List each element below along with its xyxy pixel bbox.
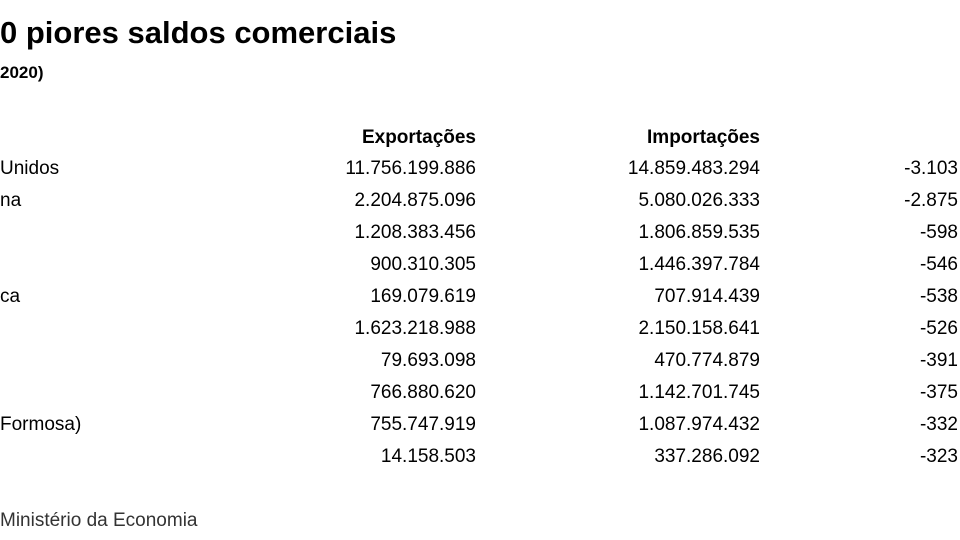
- cell-value: -323: [919, 446, 958, 467]
- cell-value: 1.142.701.745: [638, 382, 760, 403]
- cell-value: 707.914.439: [654, 286, 760, 307]
- row-label: Unidos: [0, 158, 60, 179]
- cell-value: 11.756.199.886: [345, 158, 476, 179]
- cell-value: 766.880.620: [370, 382, 476, 403]
- cell-value: -332: [919, 414, 958, 435]
- cell-value: -391: [919, 350, 958, 371]
- cell-value: 1.087.974.432: [638, 414, 760, 435]
- cell-value: 470.774.879: [654, 350, 760, 371]
- cell-value: -526: [919, 318, 958, 339]
- cell-value: -2.875: [904, 190, 958, 211]
- cell-value: 169.079.619: [370, 286, 476, 307]
- cell-value: -598: [919, 222, 958, 243]
- cell-value: -375: [919, 382, 958, 403]
- cell-value: 14.859.483.294: [627, 158, 760, 179]
- title: 0 piores saldos comerciais: [0, 15, 397, 50]
- cell-value: 1.446.397.784: [638, 254, 760, 275]
- cell-value: 1.806.859.535: [638, 222, 760, 243]
- cell-value: 2.204.875.096: [354, 190, 476, 211]
- source: Ministério da Economia: [0, 510, 198, 531]
- cell-value: 1.623.218.988: [354, 318, 476, 339]
- column-header: Exportações: [361, 127, 476, 148]
- cell-value: -538: [919, 286, 958, 307]
- cell-value: 755.747.919: [370, 414, 476, 435]
- row-label: ca: [0, 286, 21, 307]
- column-header: Importações: [647, 127, 760, 148]
- cell-value: -3.103: [904, 158, 958, 179]
- cell-value: 5.080.026.333: [638, 190, 760, 211]
- cell-value: 2.150.158.641: [638, 318, 760, 339]
- cell-value: -546: [919, 254, 958, 275]
- cell-value: 337.286.092: [654, 446, 760, 467]
- cell-value: 900.310.305: [370, 254, 476, 275]
- cell-value: 1.208.383.456: [354, 222, 476, 243]
- subtitle: 2020): [0, 63, 44, 82]
- cell-value: 79.693.098: [380, 350, 476, 371]
- row-label: Formosa): [0, 414, 82, 435]
- row-label: na: [0, 190, 22, 211]
- cell-value: 14.158.503: [380, 446, 476, 467]
